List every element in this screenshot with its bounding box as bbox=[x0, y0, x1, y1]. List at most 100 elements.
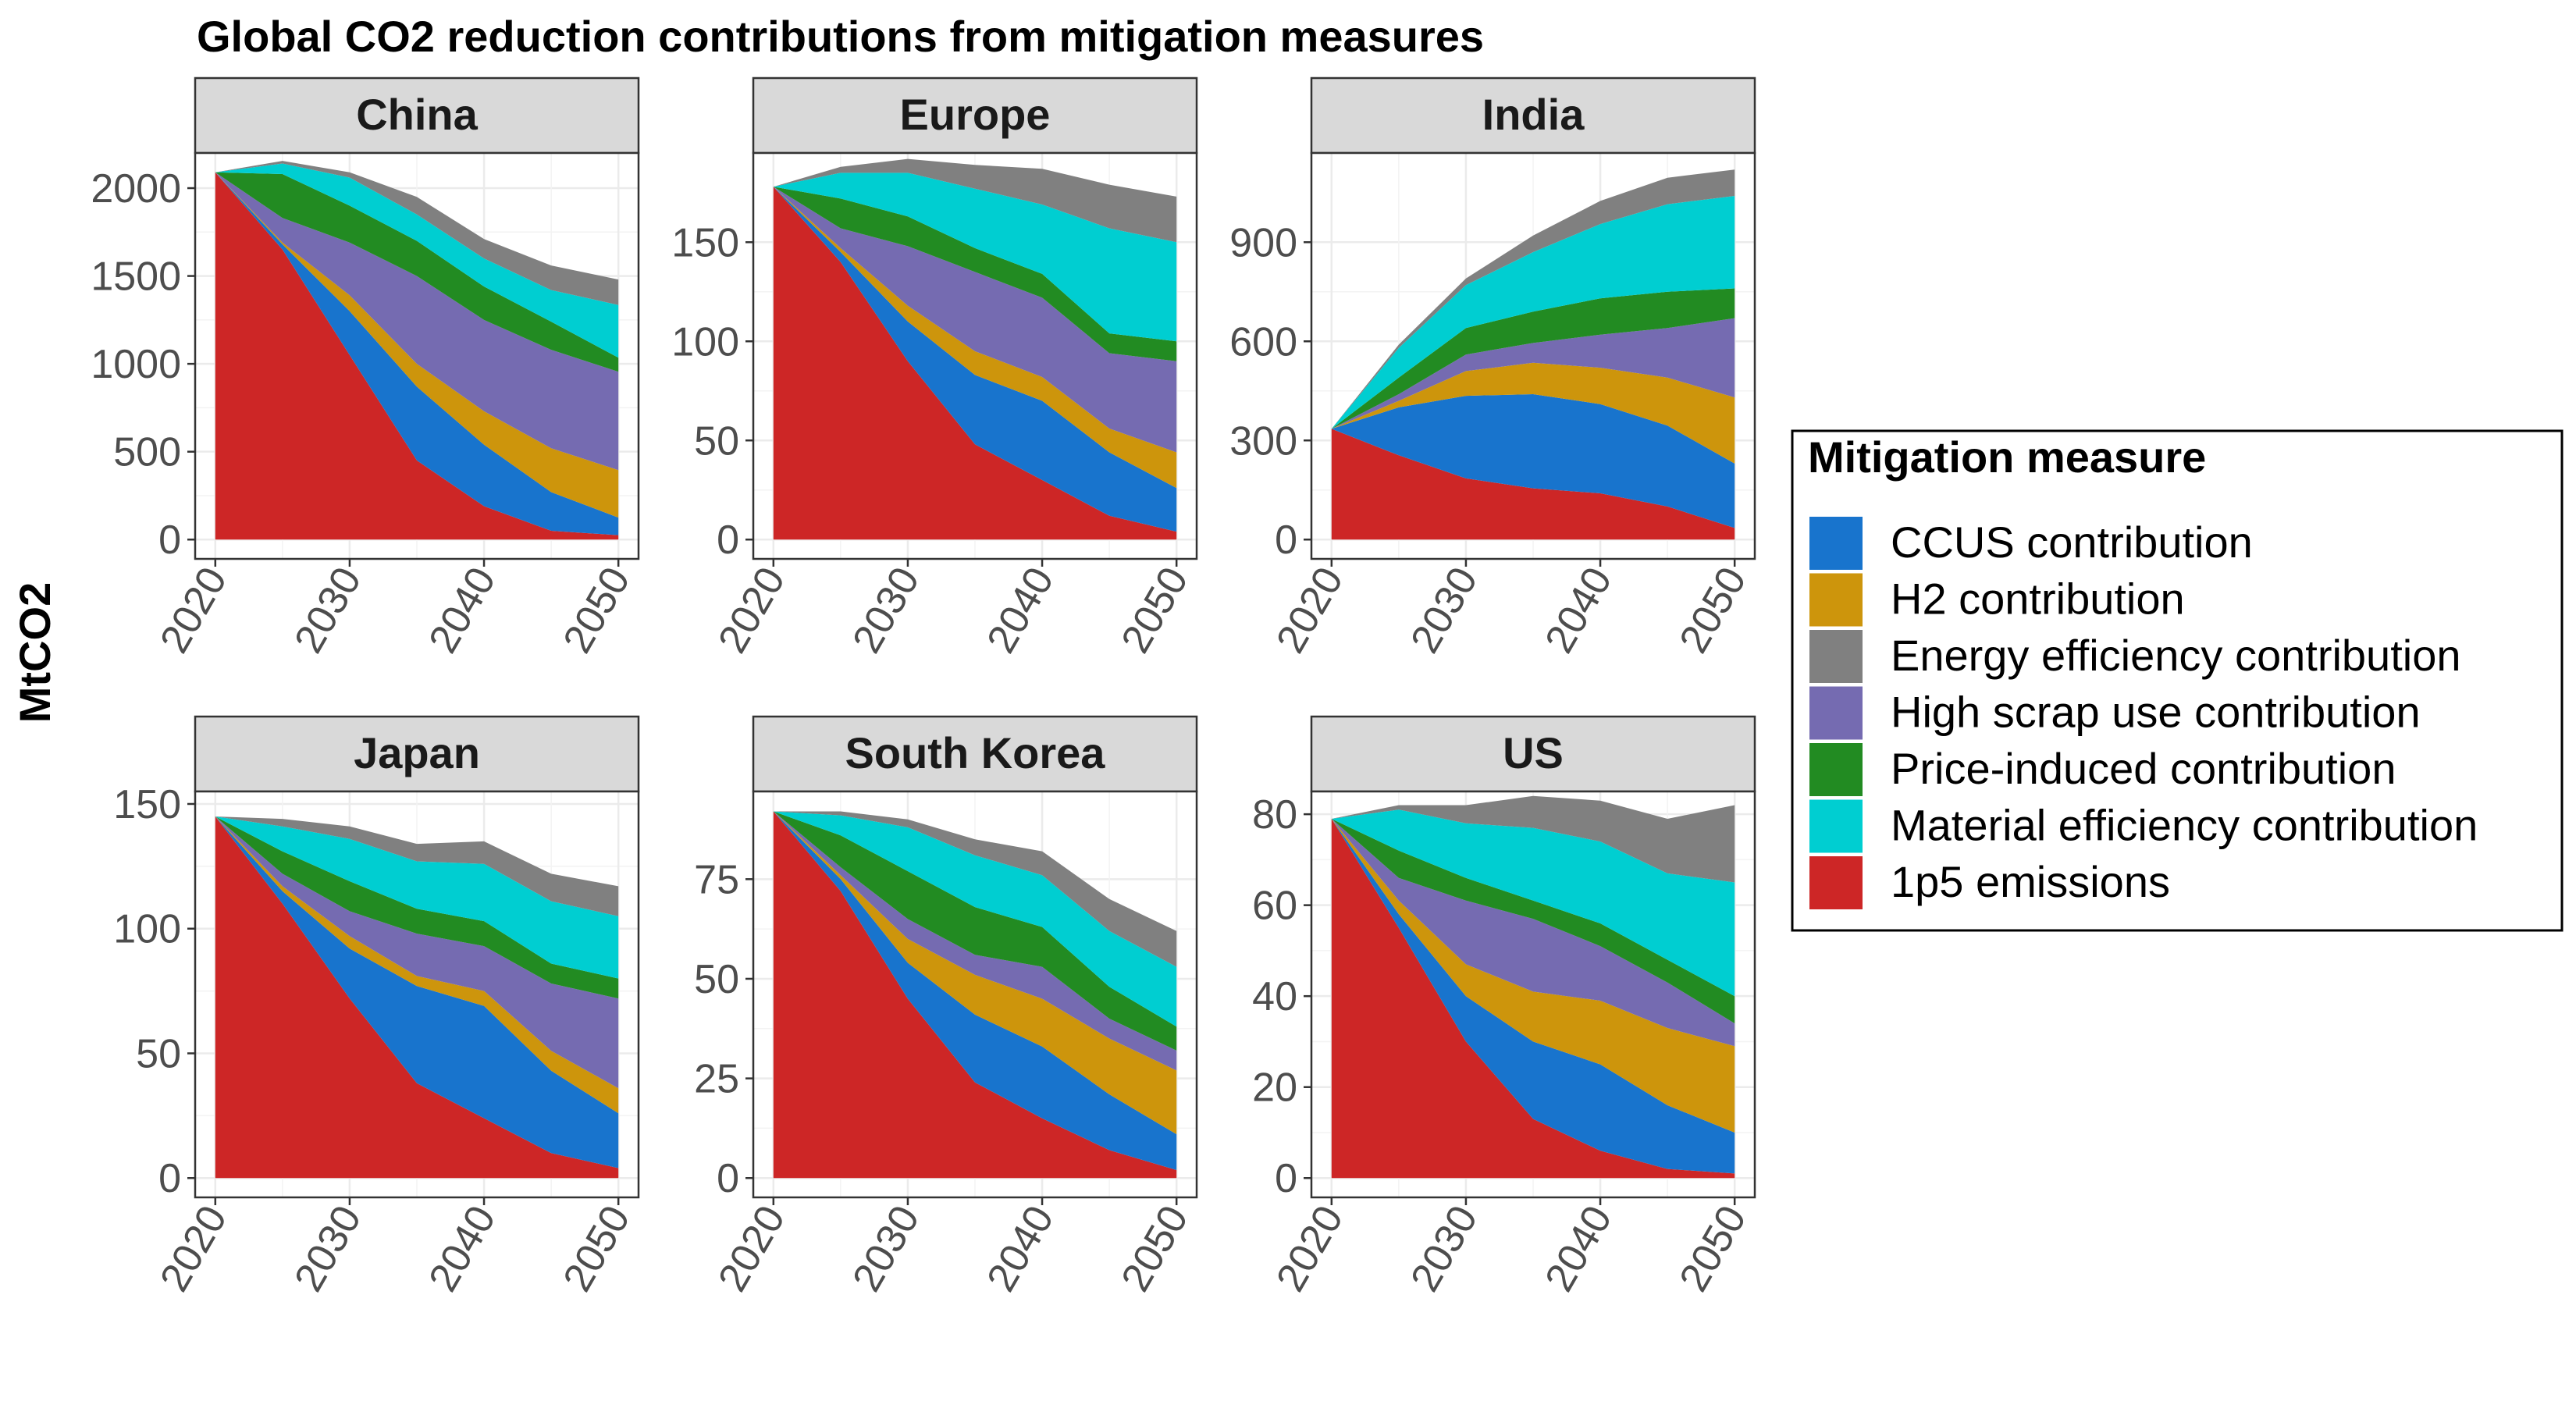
area-emis bbox=[1331, 819, 1735, 1179]
legend-swatch bbox=[1809, 573, 1863, 627]
y-axis: 0 20 40 60 80 bbox=[1252, 792, 1311, 1201]
y-axis-label: MtCO2 bbox=[10, 582, 59, 723]
x-tick-label: 2020 bbox=[1268, 1198, 1352, 1299]
x-axis: 2020 2030 2040 2050 bbox=[151, 559, 639, 660]
y-tick-label: 0 bbox=[1275, 518, 1297, 563]
panel-strip-label: India bbox=[1482, 90, 1585, 139]
legend-item-price: Price-induced contribution bbox=[1809, 743, 2396, 796]
area-price bbox=[215, 816, 619, 999]
legend-item-label: High scrap use contribution bbox=[1891, 688, 2421, 737]
area-h2 bbox=[773, 811, 1177, 1135]
area-emis bbox=[773, 811, 1177, 1179]
y-tick-label: 100 bbox=[113, 907, 181, 952]
area-scrap bbox=[215, 816, 619, 1089]
area-ccus bbox=[215, 816, 619, 1168]
legend: Mitigation measure CCUS contribution H2 c… bbox=[1791, 429, 2564, 932]
panel-border bbox=[194, 790, 640, 1199]
y-axis: 0 300 600 900 bbox=[1229, 220, 1311, 563]
area-matEff bbox=[215, 816, 619, 979]
area-ee bbox=[215, 161, 619, 305]
area-matEff bbox=[773, 173, 1177, 342]
stacked-areas bbox=[215, 161, 619, 540]
y-tick-label: 40 bbox=[1252, 974, 1297, 1019]
stacked-areas bbox=[215, 816, 619, 1179]
area-price bbox=[215, 172, 619, 372]
x-tick-label: 2030 bbox=[844, 560, 928, 660]
area-matEff bbox=[1331, 196, 1735, 429]
y-tick-label: 300 bbox=[1229, 418, 1297, 464]
stacked-areas bbox=[773, 158, 1177, 540]
y-axis: 0 500 1000 1500 2000 bbox=[91, 166, 195, 563]
y-tick-label: 0 bbox=[158, 518, 181, 563]
chart-title: Global CO2 reduction contributions from … bbox=[197, 12, 1484, 61]
area-scrap bbox=[1331, 318, 1735, 429]
legend-box bbox=[1791, 429, 2564, 932]
x-tick-label: 2020 bbox=[1268, 560, 1352, 660]
y-tick-label: 150 bbox=[113, 782, 181, 827]
area-h2 bbox=[1331, 819, 1735, 1133]
panel-japan: Japan 0 50 100 150 2020 2030 2040 2050 bbox=[113, 715, 640, 1299]
area-scrap bbox=[773, 187, 1177, 453]
legend-item-label: Energy efficiency contribution bbox=[1891, 631, 2461, 680]
x-tick-label: 2030 bbox=[286, 1198, 370, 1299]
y-tick-label: 2000 bbox=[91, 166, 181, 212]
x-tick-label: 2020 bbox=[710, 560, 794, 660]
area-emis bbox=[1331, 429, 1735, 540]
y-tick-label: 50 bbox=[694, 957, 739, 1002]
x-axis: 2020 2030 2040 2050 bbox=[710, 559, 1197, 660]
panel-border bbox=[1310, 790, 1756, 1199]
area-h2 bbox=[215, 816, 619, 1114]
stacked-areas bbox=[773, 811, 1177, 1179]
x-axis: 2020 2030 2040 2050 bbox=[151, 1197, 639, 1299]
y-tick-label: 0 bbox=[1275, 1156, 1297, 1201]
legend-item-h2: H2 contribution bbox=[1809, 573, 2185, 627]
area-emis bbox=[215, 172, 619, 540]
y-tick-label: 150 bbox=[671, 220, 739, 265]
area-ee bbox=[215, 816, 619, 916]
area-ccus bbox=[773, 187, 1177, 532]
legend-item-ee: Energy efficiency contribution bbox=[1809, 630, 2461, 683]
y-tick-label: 75 bbox=[694, 857, 739, 902]
panel-border bbox=[752, 790, 1198, 1199]
x-tick-label: 2040 bbox=[420, 560, 504, 660]
x-tick-label: 2030 bbox=[1402, 560, 1486, 660]
y-tick-label: 50 bbox=[136, 1031, 181, 1076]
panel-strip-label: US bbox=[1503, 728, 1564, 777]
y-tick-label: 60 bbox=[1252, 884, 1297, 929]
stacked-areas bbox=[1331, 795, 1735, 1179]
x-tick-label: 2040 bbox=[1536, 1198, 1621, 1299]
area-h2 bbox=[215, 172, 619, 518]
legend-title: Mitigation measure bbox=[1808, 432, 2206, 482]
y-tick-label: 50 bbox=[694, 418, 739, 464]
y-tick-label: 0 bbox=[717, 518, 739, 563]
area-ee bbox=[773, 811, 1177, 967]
x-tick-label: 2050 bbox=[1671, 560, 1756, 660]
legend-swatch bbox=[1809, 743, 1863, 796]
y-tick-label: 1000 bbox=[91, 342, 181, 387]
x-tick-label: 2050 bbox=[555, 560, 639, 660]
x-axis: 2020 2030 2040 2050 bbox=[710, 1197, 1197, 1299]
y-tick-label: 600 bbox=[1229, 319, 1297, 365]
legend-item-label: 1p5 emissions bbox=[1891, 857, 2170, 906]
x-tick-label: 2040 bbox=[1536, 560, 1621, 660]
x-tick-label: 2050 bbox=[1113, 560, 1197, 660]
x-tick-label: 2040 bbox=[420, 1198, 504, 1299]
y-tick-label: 100 bbox=[671, 319, 739, 365]
panel-strip bbox=[1310, 715, 1756, 793]
legend-item-label: H2 contribution bbox=[1891, 574, 2185, 624]
x-tick-label: 2020 bbox=[151, 1198, 236, 1299]
area-price bbox=[773, 811, 1177, 1051]
y-axis: 0 50 100 150 bbox=[671, 220, 753, 563]
panel-strip-label: Japan bbox=[354, 728, 480, 777]
area-scrap bbox=[1331, 819, 1735, 1047]
legend-item-scrap: High scrap use contribution bbox=[1809, 686, 2421, 740]
x-axis: 2020 2030 2040 2050 bbox=[1268, 1197, 1756, 1299]
area-ccus bbox=[773, 811, 1177, 1170]
area-price bbox=[773, 187, 1177, 361]
area-h2 bbox=[773, 187, 1177, 489]
area-scrap bbox=[215, 172, 619, 471]
panel-south-korea: South Korea 0 25 50 75 2020 2030 2040 2050 bbox=[694, 715, 1198, 1299]
legend-item-matEff: Material efficiency contribution bbox=[1809, 799, 2478, 853]
